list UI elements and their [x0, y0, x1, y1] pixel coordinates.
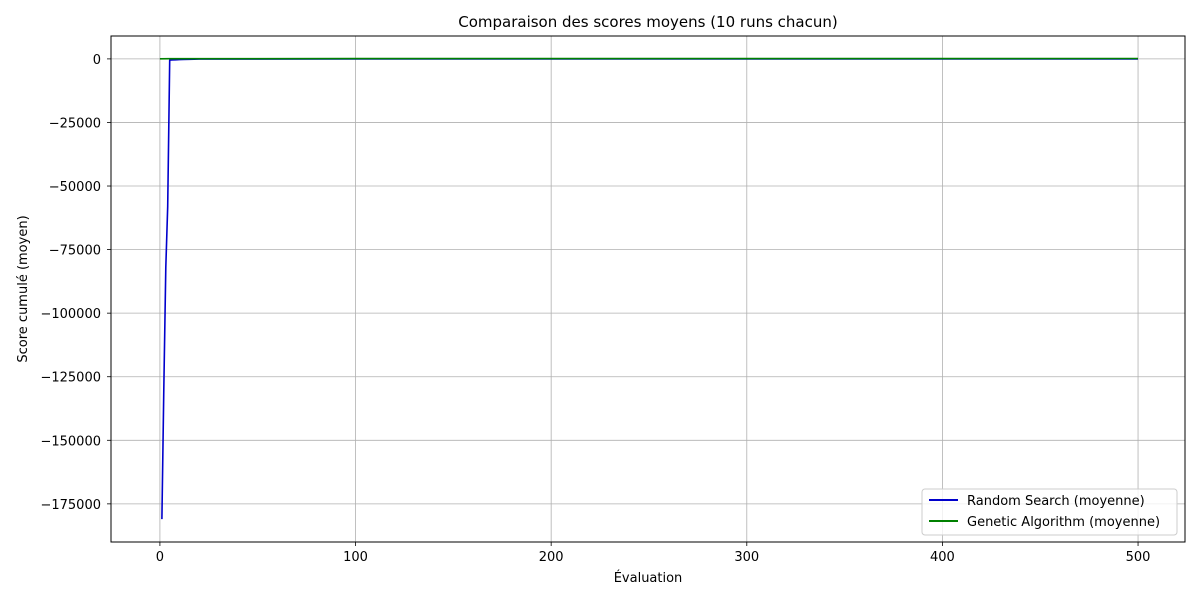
grid-lines [111, 36, 1185, 542]
series-lines [159, 57, 1139, 520]
x-tick-label: 200 [539, 550, 564, 565]
legend-box [921, 488, 1178, 536]
chart-title: Comparaison des scores moyens (10 runs c… [458, 13, 838, 31]
x-axis-label: Évaluation [614, 570, 683, 586]
y-tick-label: −75000 [49, 244, 101, 259]
series-line-random-search [161, 58, 1139, 520]
legend-label-genetic-algorithm: Genetic Algorithm (moyenne) [967, 515, 1160, 530]
x-tick-label: 300 [734, 550, 759, 565]
legend-label-random-search: Random Search (moyenne) [967, 494, 1145, 509]
y-tick-label: −25000 [49, 116, 101, 131]
x-tick-label: 400 [930, 550, 955, 565]
y-tick-label: 0 [93, 53, 101, 68]
y-tick-label: −50000 [49, 180, 101, 195]
y-axis-ticks: 0 −25000 −50000 −75000 −100000 −125000 −150000… [40, 53, 111, 513]
y-tick-label: −100000 [40, 307, 101, 322]
legend: Random Search (moyenne) Genetic Algorith… [921, 488, 1178, 536]
x-axis-ticks: 0 100 200 300 400 500 [156, 542, 1151, 565]
x-tick-label: 100 [343, 550, 368, 565]
y-tick-label: −125000 [40, 371, 101, 386]
y-tick-label: −150000 [40, 434, 101, 449]
y-tick-label: −175000 [40, 498, 101, 513]
x-tick-label: 0 [156, 550, 164, 565]
plot-frame [110, 35, 1186, 543]
y-axis-label: Score cumulé (moyen) [16, 215, 31, 362]
x-tick-label: 500 [1126, 550, 1151, 565]
